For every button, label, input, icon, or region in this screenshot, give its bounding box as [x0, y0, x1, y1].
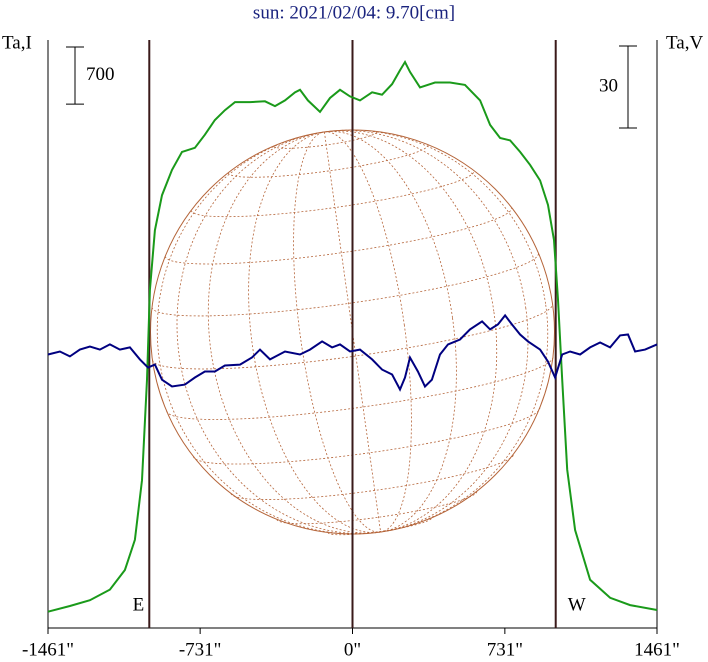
parallel: [273, 131, 378, 149]
parallel: [190, 170, 475, 218]
x-tick-label: -1461": [22, 639, 74, 660]
chart-title: sun: 2021/02/04: 9.70[cm]: [253, 2, 455, 23]
series-line: [47, 313, 658, 392]
annotation: W: [568, 594, 586, 615]
parallel: [227, 144, 429, 178]
y-axis-label: Ta,I: [2, 32, 32, 53]
x-tick-label: 731": [487, 639, 523, 660]
parallel: [327, 517, 432, 536]
parallel: [164, 207, 513, 265]
x-tick-label: 0": [344, 639, 361, 660]
y2-axis-label: Ta,V: [666, 32, 703, 53]
meridian: [156, 129, 549, 535]
scale-label: 700: [86, 64, 115, 85]
x-tick-label: 1461": [634, 639, 680, 660]
x-tick-label: -731": [179, 639, 222, 660]
parallel: [276, 491, 478, 525]
parallel: [151, 253, 539, 317]
parallel: [230, 453, 515, 500]
parallel: [152, 303, 553, 370]
scale-label: 30: [599, 75, 618, 96]
series-line: [47, 59, 658, 613]
parallel: [166, 356, 554, 420]
annotation: E: [133, 594, 145, 615]
